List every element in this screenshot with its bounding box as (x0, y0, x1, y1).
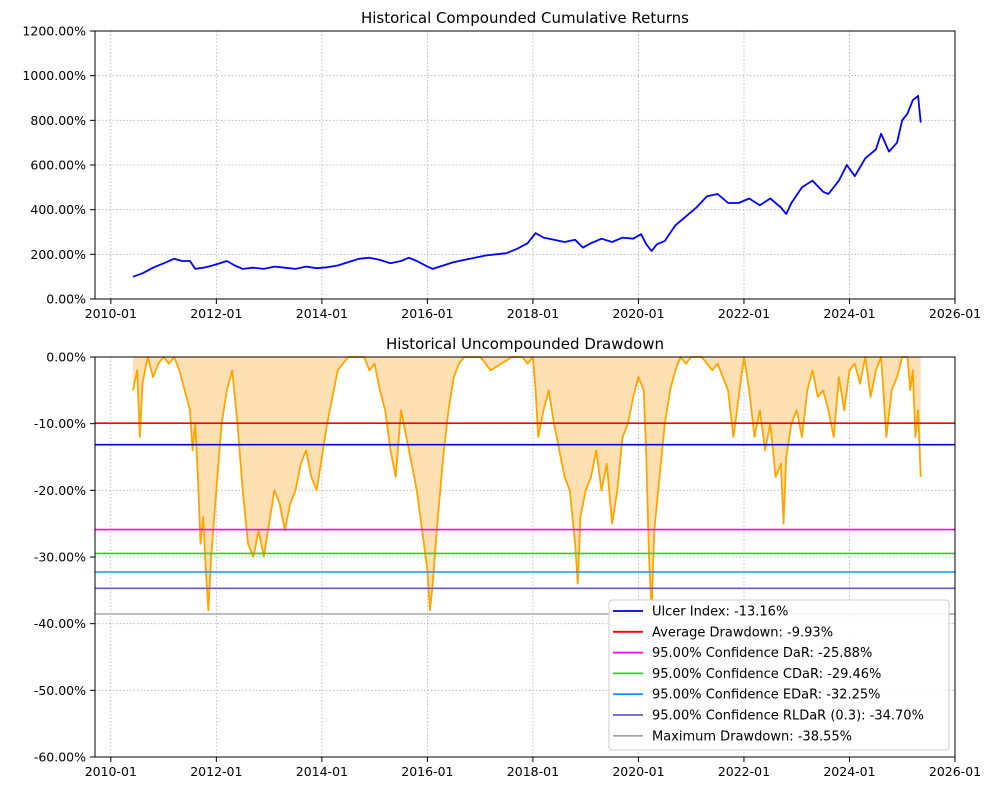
returns-y-tick-label: 800.00% (30, 113, 86, 128)
returns-y-tick-label: 1000.00% (22, 68, 86, 83)
drawdown-legend: Ulcer Index: -13.16% Average Drawdown: -9… (608, 599, 950, 751)
drawdown-y-tick-label: -20.00% (34, 483, 86, 498)
drawdown-chart-title: Historical Uncompounded Drawdown (386, 335, 664, 353)
returns-chart-title: Historical Compounded Cumulative Returns (361, 9, 689, 27)
legend-label-0: Ulcer Index: -13.16% (652, 605, 788, 620)
drawdown-x-axis: 2010-01 2012-01 2014-01 2016-01 2018-01 2020-… (85, 757, 981, 779)
drawdown-x-tick-label: 2018-01 (507, 764, 559, 779)
returns-x-tick-label: 2018-01 (507, 306, 559, 321)
drawdown-x-tick-label: 2022-01 (718, 764, 770, 779)
drawdown-y-tick-label: -30.00% (34, 550, 86, 565)
legend-label-2: 95.00% Confidence DaR: -25.88% (652, 646, 872, 661)
drawdown-x-tick-label: 2020-01 (612, 764, 664, 779)
legend-label-4: 95.00% Confidence EDaR: -32.25% (652, 688, 881, 703)
returns-panel: Historical Compounded Cumulative Returns… (22, 9, 981, 321)
returns-y-tick-label: 0.00% (46, 292, 86, 307)
returns-series-line-0 (132, 94, 922, 278)
drawdown-y-tick-label: -50.00% (34, 683, 86, 698)
returns-x-tick-label: 2014-01 (296, 306, 348, 321)
drawdown-plot-area (132, 356, 922, 612)
returns-x-tick-label: 2026-01 (929, 306, 981, 321)
drawdown-series-line-0 (132, 356, 922, 612)
returns-x-axis: 2010-01 2012-01 2014-01 2016-01 2018-01 2020-… (85, 299, 981, 321)
returns-plot-area (132, 94, 922, 278)
drawdown-y-tick-label: -40.00% (34, 616, 86, 631)
drawdown-x-tick-label: 2026-01 (929, 764, 981, 779)
returns-axes-frame (94, 30, 956, 300)
drawdown-y-axis: 0.00% -10.00% -20.00% -30.00% -40.00% -50.00%… (34, 350, 95, 765)
returns-x-tick-label: 2022-01 (718, 306, 770, 321)
drawdown-panel: Historical Uncompounded Drawdown 2010-01… (34, 335, 981, 779)
drawdown-x-tick-label: 2010-01 (85, 764, 137, 779)
drawdown-x-tick-label: 2016-01 (401, 764, 453, 779)
legend-label-3: 95.00% Confidence CDaR: -29.46% (652, 667, 881, 682)
legend-label-1: Average Drawdown: -9.93% (652, 625, 833, 640)
legend-box (608, 599, 950, 751)
returns-y-tick-label: 600.00% (30, 158, 86, 173)
returns-x-tick-label: 2024-01 (823, 306, 875, 321)
returns-grid (95, 30, 956, 300)
drawdown-x-tick-label: 2012-01 (190, 764, 242, 779)
legend-label-6: Maximum Drawdown: -38.55% (652, 729, 852, 744)
drawdown-x-tick-label: 2014-01 (296, 764, 348, 779)
returns-x-tick-label: 2012-01 (190, 306, 242, 321)
returns-y-tick-label: 200.00% (30, 247, 86, 262)
drawdown-area-fill (133, 357, 921, 611)
returns-y-axis: 0.00% 200.00% 400.00% 600.00% 800.00% 1000.00… (22, 24, 95, 307)
returns-x-tick-label: 2020-01 (612, 306, 664, 321)
drawdown-y-tick-label: -10.00% (34, 416, 86, 431)
drawdown-x-tick-label: 2024-01 (823, 764, 875, 779)
returns-y-tick-label: 1200.00% (22, 24, 86, 39)
returns-x-tick-label: 2010-01 (85, 306, 137, 321)
drawdown-y-tick-label: 0.00% (46, 350, 86, 365)
returns-y-tick-label: 400.00% (30, 202, 86, 217)
returns-x-tick-label: 2016-01 (401, 306, 453, 321)
drawdown-risk-lines (95, 422, 955, 615)
legend-label-5: 95.00% Confidence RLDaR (0.3): -34.70% (652, 709, 924, 724)
drawdown-y-tick-label: -60.00% (34, 750, 86, 765)
